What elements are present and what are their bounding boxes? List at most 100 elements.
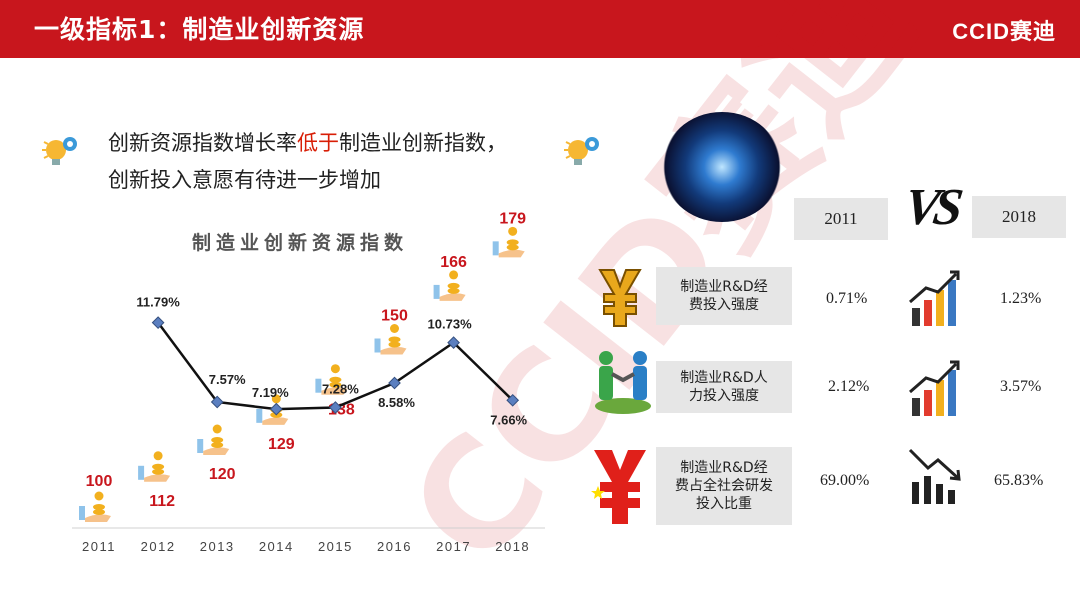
index-value-label: 166 (440, 254, 467, 271)
hand-coin-icon (498, 249, 525, 258)
growth-rate-marker (210, 395, 224, 409)
vs-label: VS (900, 179, 961, 236)
down-bars-icon (908, 448, 961, 504)
year-right-label: 2018 (972, 196, 1066, 238)
galaxy-image (662, 112, 782, 222)
growth-rate-marker (329, 401, 342, 414)
x-tick-label: 2014 (259, 539, 294, 554)
coin-icon (271, 394, 281, 404)
coin-icon (329, 381, 342, 388)
growth-rate-marker (388, 376, 401, 390)
growth-rate-marker (447, 336, 460, 349)
growth-rate-marker (151, 316, 165, 330)
headline-highlight: 低于 (297, 131, 339, 155)
headline: 创新资源指数增长率低于制造业创新指数， 创新投入意愿有待进一步增加 (108, 125, 507, 199)
hand-coin-icon (380, 346, 407, 355)
headline-line-2: 创新投入意愿有待进一步增加 (108, 168, 381, 192)
growth-rate-label: 7.57% (209, 372, 246, 387)
value-2018-row-1: 1.23% (1000, 290, 1042, 307)
growth-rate-label: 10.73% (428, 317, 473, 332)
yen-gold-icon (598, 269, 642, 327)
index-value-label: 120 (209, 466, 236, 483)
metric-label: 制造业R&D经费投入强度 (680, 279, 768, 313)
growth-rate-label: 7.66% (490, 412, 527, 427)
header-bar: 一级指标1：制造业创新资源 CCID赛迪 (0, 0, 1080, 58)
metric-box-rd-funding-share: 制造业R&D经费占全社会研发投入比重 (656, 447, 792, 525)
metric-box-rd-funding-intensity: 制造业R&D经费投入强度 (656, 267, 792, 325)
hand-coin-icon (439, 293, 466, 301)
index-value-label: 100 (86, 473, 113, 490)
value-2018-row-2: 3.57% (1000, 378, 1042, 395)
index-value-label: 129 (268, 436, 295, 453)
coin-icon (390, 324, 399, 333)
hand-coin-icon (138, 465, 145, 480)
hand-coin-icon (203, 447, 230, 455)
hand-coin-icon (315, 378, 322, 393)
coin-icon (93, 509, 105, 515)
up-bars-icon (909, 360, 960, 416)
index-value-label: 179 (499, 210, 526, 227)
coin-icon (211, 442, 224, 448)
coin-icon (506, 239, 519, 246)
hand-coin-icon (197, 439, 204, 453)
coin-icon (93, 504, 105, 510)
hand-coin-icon (262, 417, 289, 425)
hand-coin-icon (374, 338, 381, 353)
chart-title: 制造业创新资源指数 (192, 232, 409, 254)
coin-icon (212, 424, 222, 434)
index-value-label: 112 (149, 493, 175, 510)
coin-icon (330, 364, 340, 374)
hand-coin-icon (492, 241, 499, 256)
coin-icon (447, 287, 460, 294)
x-tick-label: 2015 (318, 539, 353, 554)
coin-icon (152, 463, 165, 470)
growth-rate-marker (506, 393, 520, 407)
x-tick-label: 2016 (377, 539, 412, 554)
growth-rate-label: 7.28% (322, 381, 359, 396)
coin-icon (388, 341, 401, 348)
headline-line-1: 创新资源指数增长率低于制造业创新指数， (108, 125, 507, 162)
value-2011-row-2: 2.12% (828, 378, 870, 395)
hand-coin-icon (85, 514, 111, 522)
coin-icon (94, 491, 104, 501)
coin-icon (211, 437, 224, 443)
growth-rate-marker (269, 402, 283, 416)
x-tick-label: 2013 (200, 539, 235, 554)
yen-red-flag-icon (591, 450, 646, 524)
growth-rate-label: 8.58% (378, 395, 415, 410)
hand-coin-icon (144, 474, 171, 482)
growth-rate-label: 11.79% (136, 295, 180, 310)
value-2011-row-3: 69.00% (820, 472, 870, 489)
hand-coin-icon (433, 284, 440, 299)
coin-icon (449, 270, 459, 280)
x-tick-label: 2011 (82, 539, 116, 554)
page-title: 一级指标1：制造业创新资源 (34, 15, 365, 44)
coin-icon (152, 468, 165, 475)
headline-text: 制造业创新指数， (339, 131, 507, 155)
index-value-label: 150 (381, 308, 408, 325)
coin-icon (447, 282, 460, 289)
metric-box-rd-labor-intensity: 制造业R&D人力投入强度 (656, 361, 792, 413)
coin-icon (153, 451, 163, 461)
coin-icon (388, 336, 401, 343)
growth-rate-label: 7.19% (252, 385, 289, 400)
lightbulb-gear-icon (564, 137, 599, 165)
coin-icon (506, 244, 519, 251)
x-tick-label: 2017 (436, 539, 471, 554)
coin-icon (329, 376, 342, 383)
coin-icon (508, 226, 518, 236)
hand-coin-icon (79, 506, 85, 520)
value-2011-row-1: 0.71% (826, 290, 868, 307)
year-left-label: 2011 (794, 198, 888, 240)
hand-coin-icon (321, 387, 348, 395)
metric-label: 制造业R&D人力投入强度 (680, 370, 768, 404)
lightbulb-gear-icon (42, 137, 77, 165)
handshake-icon (595, 351, 651, 414)
x-tick-label: 2012 (141, 539, 176, 554)
headline-text: 创新资源指数增长率 (108, 131, 297, 155)
x-tick-label: 2018 (495, 539, 530, 554)
hand-coin-icon (256, 408, 263, 423)
up-bars-icon (909, 270, 960, 326)
value-2018-row-3: 65.83% (994, 472, 1044, 489)
